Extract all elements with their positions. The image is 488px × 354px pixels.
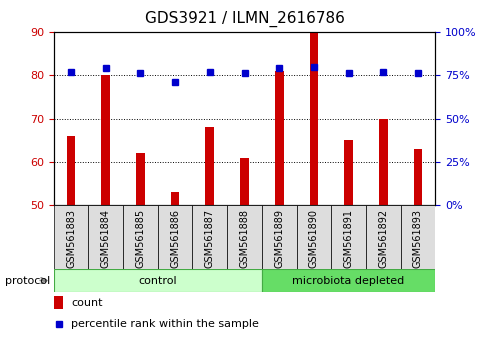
Text: GSM561883: GSM561883 <box>66 209 76 268</box>
Text: GSM561889: GSM561889 <box>274 209 284 268</box>
Text: GSM561886: GSM561886 <box>170 209 180 268</box>
Text: GSM561890: GSM561890 <box>308 209 318 268</box>
Text: GDS3921 / ILMN_2616786: GDS3921 / ILMN_2616786 <box>144 11 344 27</box>
Text: GSM561892: GSM561892 <box>377 209 387 268</box>
Bar <box>274 71 283 205</box>
Text: GSM561888: GSM561888 <box>239 209 249 268</box>
Bar <box>192 205 227 269</box>
Text: microbiota depleted: microbiota depleted <box>292 275 404 286</box>
Bar <box>330 205 365 269</box>
Bar <box>88 205 123 269</box>
Bar <box>123 205 158 269</box>
Bar <box>158 205 192 269</box>
Bar <box>309 32 318 205</box>
Text: percentile rank within the sample: percentile rank within the sample <box>71 319 258 329</box>
Bar <box>170 192 179 205</box>
Bar <box>54 205 88 269</box>
Bar <box>205 127 214 205</box>
Text: control: control <box>138 275 177 286</box>
Text: GSM561891: GSM561891 <box>343 209 353 268</box>
Bar <box>378 119 386 205</box>
Text: GSM561893: GSM561893 <box>412 209 422 268</box>
Bar <box>227 205 261 269</box>
Bar <box>136 153 144 205</box>
Bar <box>296 205 330 269</box>
Bar <box>365 205 400 269</box>
Bar <box>400 205 434 269</box>
Text: protocol: protocol <box>5 275 50 286</box>
Bar <box>240 158 248 205</box>
Bar <box>67 136 75 205</box>
Bar <box>54 296 63 309</box>
Text: GSM561887: GSM561887 <box>204 209 214 268</box>
Bar <box>261 269 434 292</box>
Text: GSM561885: GSM561885 <box>135 209 145 268</box>
Text: GSM561884: GSM561884 <box>101 209 111 268</box>
Bar <box>102 75 110 205</box>
Bar <box>54 269 261 292</box>
Bar <box>261 205 296 269</box>
Text: count: count <box>71 298 102 308</box>
Bar <box>413 149 421 205</box>
Bar <box>344 140 352 205</box>
